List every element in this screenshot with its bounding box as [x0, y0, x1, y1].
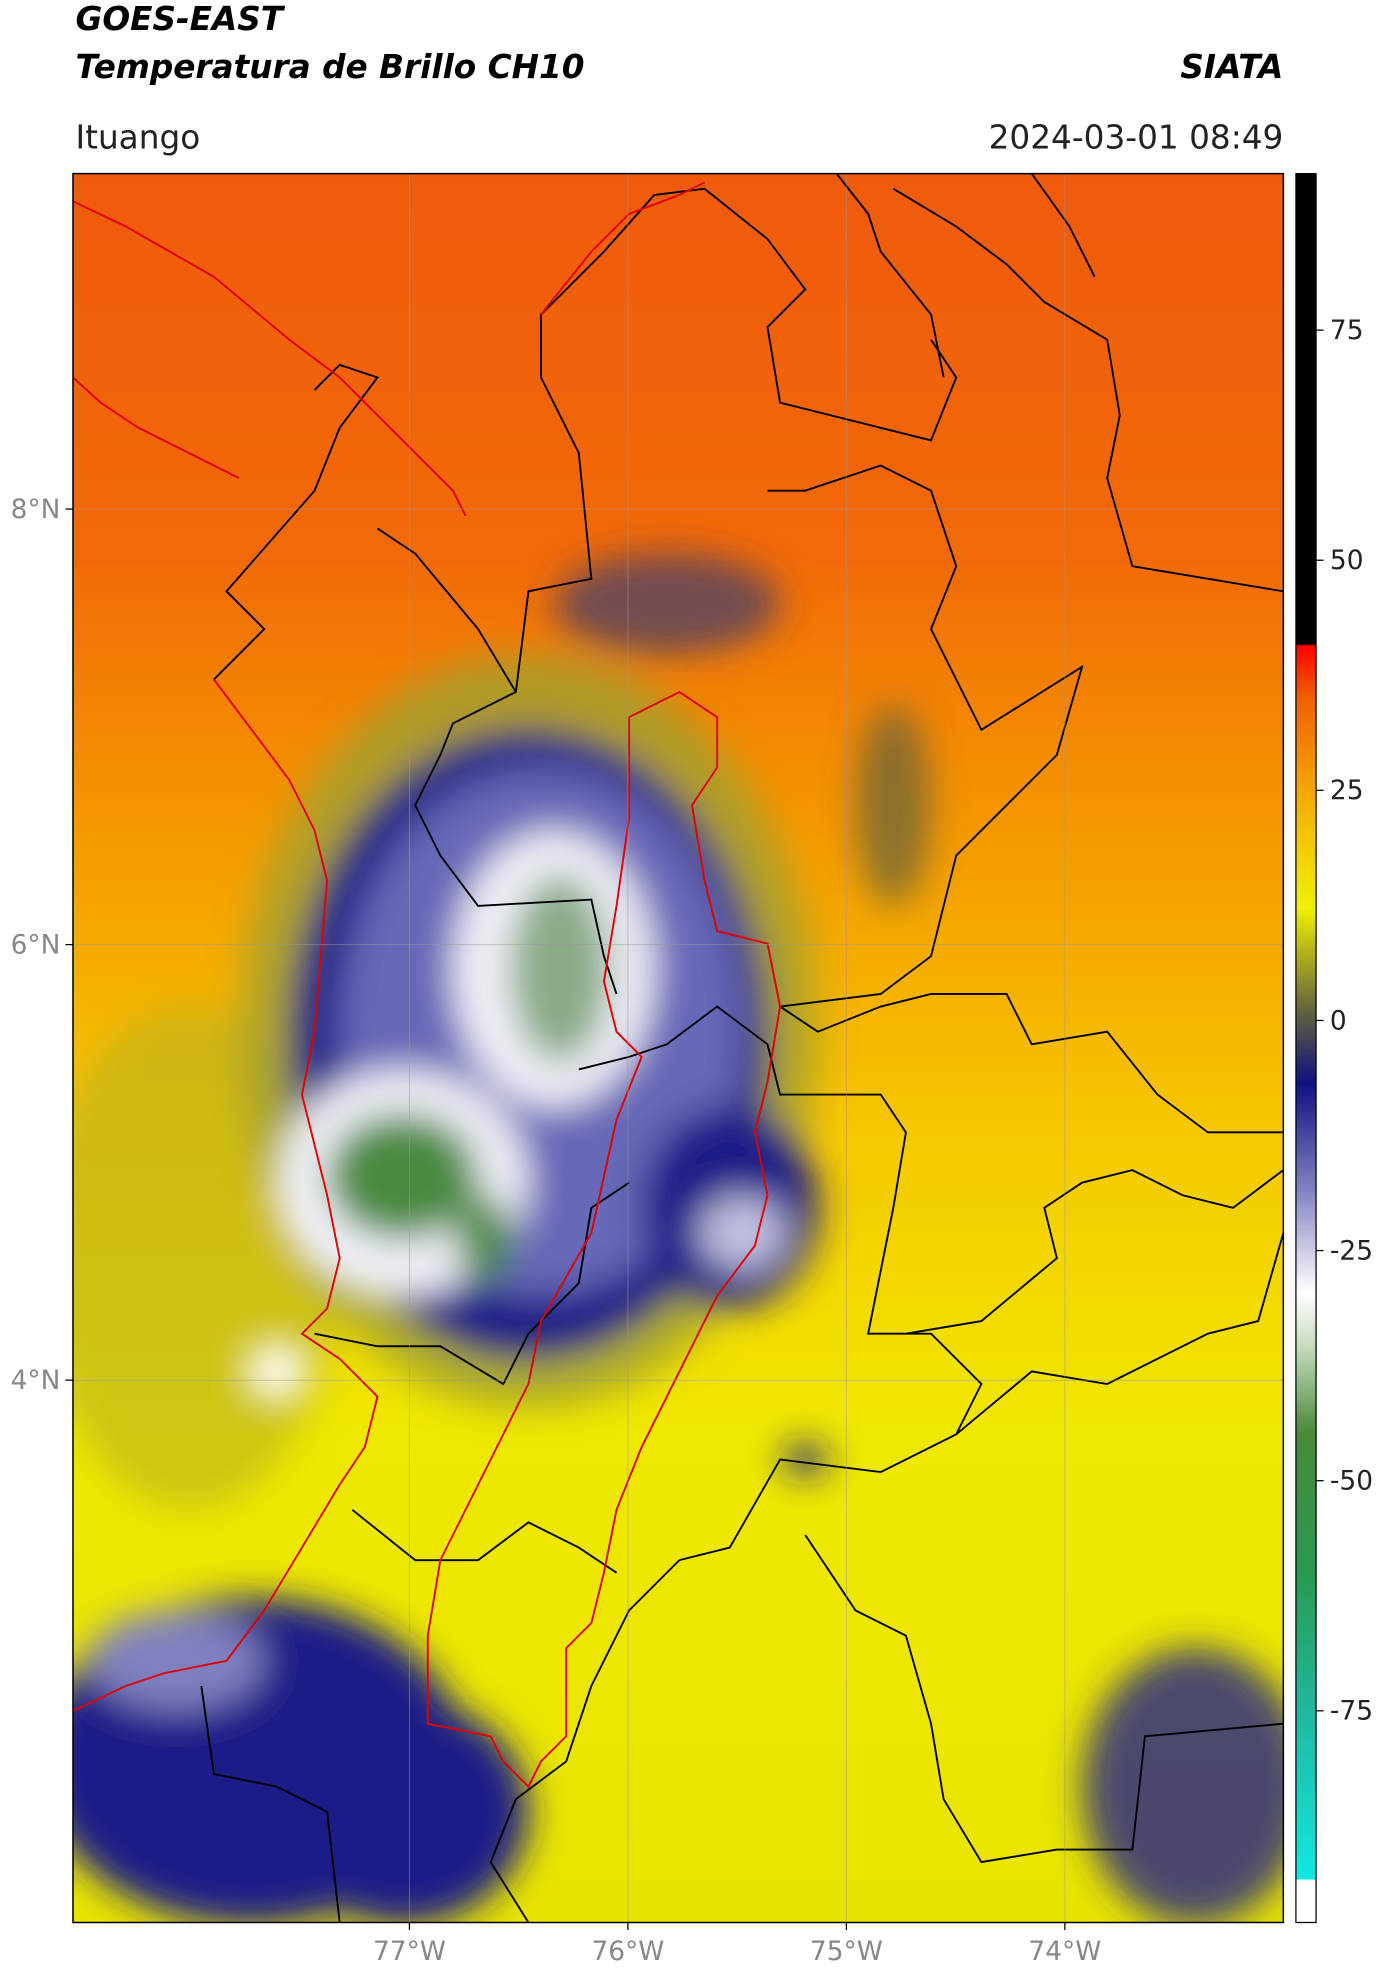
datetime: 2024-03-01 08:49 [989, 118, 1284, 156]
graticule: 77°W 76°W 75°W 74°W 8°N 6°N 4°N [11, 173, 1284, 1967]
colorbar-tick-label: 25 [1330, 775, 1364, 806]
colorbar [1295, 172, 1317, 1924]
map-image [72, 173, 1284, 1923]
y-tick-label: 6°N [11, 929, 61, 960]
location: Ituango [75, 118, 200, 156]
y-tick-label: 4°N [11, 1365, 61, 1396]
x-tick-label: 75°W [810, 1936, 883, 1967]
colorbar-tick-label: 75 [1330, 315, 1364, 346]
colorbar-tick-label: 50 [1330, 545, 1364, 576]
colorbar-tick-label: -75 [1330, 1696, 1373, 1727]
colorbar-tick-label: 0 [1330, 1005, 1347, 1036]
title: GOES-EAST [75, 0, 285, 38]
x-tick-label: 74°W [1028, 1936, 1101, 1967]
source: SIATA [1180, 48, 1283, 86]
colorbar-tick-label: -50 [1330, 1465, 1373, 1496]
x-tick-label: 76°W [591, 1936, 664, 1967]
subtitle: Temperatura de Brillo CH10 [75, 48, 584, 86]
colorbar-ticks: 75 50 25 0 -25 -50 -75 [1316, 315, 1373, 1727]
x-tick-label: 77°W [373, 1936, 446, 1967]
map-frame [72, 172, 1285, 1924]
colorbar-tick-label: -25 [1330, 1235, 1373, 1266]
y-tick-label: 8°N [11, 494, 61, 525]
